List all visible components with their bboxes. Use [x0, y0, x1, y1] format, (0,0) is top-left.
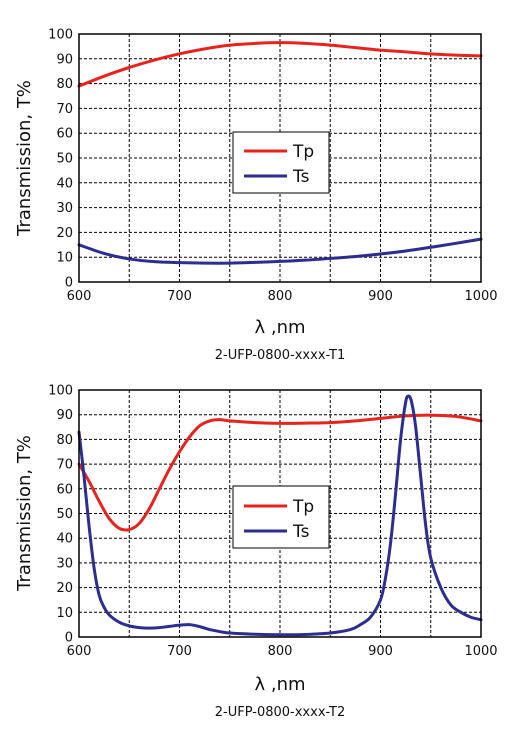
y-tick-label: 30: [56, 556, 73, 571]
y-tick-labels-1: 0 10 20 30 40 50 60 70 80 90 100: [48, 28, 73, 291]
y-tick-label: 20: [56, 226, 73, 241]
chart-caption-2: 2-UFP-0800-xxxx-T2: [215, 705, 345, 720]
y-tick-label: 90: [56, 408, 73, 423]
x-tick-labels-1: 600 700 800 900 1000: [67, 289, 498, 304]
legend-label-ts-1: Ts: [292, 167, 310, 187]
legend-box-1: [232, 131, 330, 194]
y-tick-label: 10: [56, 606, 73, 621]
legend-box-2: [232, 485, 330, 549]
y-tick-label: 50: [56, 507, 73, 522]
y-tick-label: 50: [56, 152, 73, 167]
y-tick-label: 90: [56, 52, 73, 67]
x-tick-label: 800: [268, 289, 293, 304]
y-tick-labels-2: 0 10 20 30 40 50 60 70 80 90 100: [48, 384, 73, 646]
x-tick-label: 800: [268, 644, 293, 659]
y-tick-label: 60: [56, 127, 73, 142]
plot-frame-1: [78, 33, 482, 283]
series-line-tp: [77, 41, 483, 88]
y-tick-label: 70: [56, 458, 73, 473]
y-tick-label: 80: [56, 77, 73, 92]
y-tick-label: 10: [56, 251, 73, 266]
y-tick-label: 100: [48, 384, 73, 399]
y-tick-label: 40: [56, 532, 73, 547]
y-tick-label: 30: [56, 201, 73, 216]
y-axis-title-2: Transmission, T%: [14, 435, 35, 592]
y-tick-label: 100: [48, 28, 73, 43]
x-tick-label: 900: [368, 644, 393, 659]
x-tick-label: 700: [167, 644, 192, 659]
legend-label-ts-2: Ts: [292, 522, 310, 542]
x-tick-label: 1000: [464, 289, 497, 304]
series-line-ts: [77, 394, 483, 637]
y-tick-label: 80: [56, 433, 73, 448]
x-axis-title-1: λ ,nm: [254, 317, 305, 338]
chart-caption-1: 2-UFP-0800-xxxx-T1: [215, 348, 345, 363]
series-line-tp: [77, 413, 483, 532]
legend-1: Tp Ts: [232, 131, 330, 194]
series-group-1: [77, 41, 483, 265]
y-tick-label: 0: [65, 631, 73, 646]
series-group-2: [77, 394, 483, 637]
plot-frame-2: [78, 389, 482, 638]
y-tick-label: 0: [65, 276, 73, 291]
series-line-ts: [77, 237, 483, 265]
y-tick-label: 40: [56, 176, 73, 191]
x-tick-label: 1000: [464, 644, 497, 659]
x-tick-label: 900: [368, 289, 393, 304]
legend-label-tp-2: Tp: [292, 497, 314, 517]
y-tick-label: 70: [56, 102, 73, 117]
y-tick-label: 20: [56, 581, 73, 596]
x-tick-labels-2: 600 700 800 900 1000: [67, 644, 498, 659]
x-tick-label: 700: [167, 289, 192, 304]
legend-2: Tp Ts: [232, 485, 330, 549]
x-tick-label: 600: [67, 644, 92, 659]
legend-label-tp-1: Tp: [292, 142, 314, 162]
x-tick-label: 600: [67, 289, 92, 304]
y-axis-title-1: Transmission, T%: [14, 80, 35, 237]
x-axis-title-2: λ ,nm: [254, 674, 305, 695]
y-tick-label: 60: [56, 482, 73, 497]
